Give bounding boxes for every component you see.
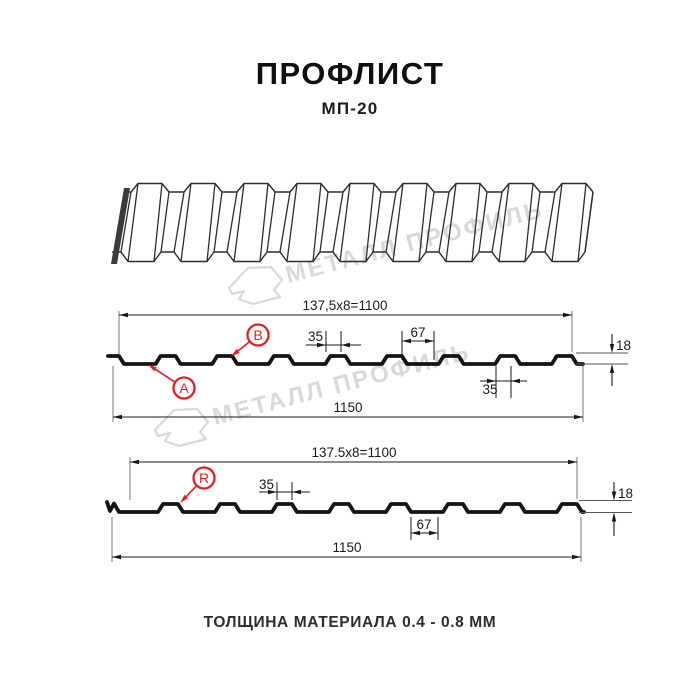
rib-edge: [478, 191, 488, 253]
arrowhead: [425, 338, 434, 344]
rib-edge: [153, 183, 163, 262]
rib-edge: [266, 191, 276, 253]
dim-height-r: 18: [618, 486, 633, 501]
dim-overall-width-r: 1150: [332, 540, 361, 555]
rib-edge: [180, 183, 192, 262]
arrowhead: [487, 378, 496, 384]
sheet-right-edge: [584, 191, 594, 253]
rib-edge: [173, 191, 185, 253]
rib-edge: [279, 191, 291, 253]
dim-overall-width-ab: 1150: [333, 400, 362, 415]
header: ПРОФЛИСТ МП-20: [0, 56, 700, 119]
arrowhead: [574, 414, 583, 420]
arrowhead: [292, 489, 301, 495]
brand-watermark-2: МЕТАЛЛ ПРОФИЛЬ: [153, 338, 474, 448]
rib-edge: [339, 183, 351, 262]
point-labels: A B R: [172, 323, 270, 490]
material-thickness-note: ТОЛЩИНА МАТЕРИАЛА 0.4 - 0.8 ММ: [203, 614, 497, 631]
rib-edge: [160, 191, 170, 253]
rib-edge: [365, 183, 375, 262]
point-r-circle: [192, 466, 216, 490]
dim-rib-top-r: 35: [259, 477, 274, 492]
rib-edge: [259, 183, 269, 262]
rib-edge: [127, 183, 139, 262]
arrowhead: [563, 312, 572, 318]
arrowhead: [572, 554, 581, 560]
cross-section-r: [105, 457, 632, 562]
arrowhead: [119, 312, 128, 318]
point-a-label: A: [179, 380, 189, 396]
rib-edge: [226, 191, 238, 253]
sheet-back-edge: [126, 182, 594, 193]
arrowhead: [402, 338, 411, 344]
sheet-cut-edge: [111, 188, 130, 264]
rib-edge: [213, 191, 223, 253]
arrowhead: [411, 530, 420, 536]
rib-edge: [332, 191, 344, 253]
rib-edge: [385, 191, 397, 253]
rib-edge: [551, 183, 563, 262]
arrowhead: [112, 554, 121, 560]
profile-outline-ab: [106, 354, 585, 366]
metall-profil-logo-watermark: [227, 265, 284, 306]
arrowhead: [511, 378, 520, 384]
cross-section-ab: [106, 311, 628, 422]
rib-edge: [577, 183, 587, 262]
rib-edge: [206, 183, 216, 262]
rib-edge: [498, 183, 510, 262]
rib-edge: [286, 183, 298, 262]
arrowhead: [130, 459, 139, 465]
profile-outline-r: [105, 500, 586, 514]
arrowhead: [609, 364, 615, 373]
dim-rib-top-lower-ab: 35: [482, 382, 497, 397]
arrowhead: [341, 342, 350, 348]
arrowhead: [609, 344, 615, 353]
rib-edge: [445, 183, 457, 262]
arrowhead: [113, 414, 122, 420]
rib-edge: [438, 191, 450, 253]
dim-flute-r: 67: [416, 517, 431, 532]
page-title: ПРОФЛИСТ: [255, 56, 445, 91]
rib-edge: [372, 191, 382, 253]
arrowhead: [429, 530, 438, 536]
rib-edge: [531, 191, 541, 253]
point-b-label: B: [253, 327, 262, 343]
leader-arrowhead: [180, 494, 188, 503]
rib-edge: [425, 191, 435, 253]
rib-edge: [312, 183, 322, 262]
arrowhead: [568, 459, 577, 465]
rib-edge: [544, 191, 556, 253]
model-name: МП-20: [321, 99, 379, 118]
rib-edge: [491, 191, 503, 253]
perspective-view: [111, 182, 594, 264]
rib-edge: [233, 183, 245, 262]
point-a-circle: [172, 376, 196, 400]
arrowhead: [268, 489, 277, 495]
rib-edge: [319, 191, 329, 253]
metall-profil-logo-watermark: [153, 407, 210, 448]
dim-working-width-ab: 137,5x8=1100: [303, 298, 388, 313]
rib-edge: [418, 183, 428, 262]
watermark-text: МЕТАЛЛ ПРОФИЛЬ: [283, 196, 547, 289]
rib-edge: [524, 183, 534, 262]
rib-edge: [392, 183, 404, 262]
leader-arrowhead: [148, 364, 157, 372]
leader-arrowhead: [231, 349, 240, 357]
sheet-front-edge: [112, 251, 586, 263]
dim-flute-ab: 67: [410, 325, 425, 340]
rib-edge: [120, 191, 132, 253]
arrowhead: [611, 491, 617, 501]
arrowhead: [611, 512, 617, 522]
dim-rib-top-ab: 35: [308, 329, 323, 344]
point-r-label: R: [199, 470, 209, 486]
point-b-circle: [246, 323, 270, 347]
dim-height-ab: 18: [616, 338, 631, 353]
rib-edge: [471, 183, 481, 262]
dim-working-width-r: 137.5x8=1100: [312, 445, 397, 460]
arrowhead: [317, 342, 326, 348]
